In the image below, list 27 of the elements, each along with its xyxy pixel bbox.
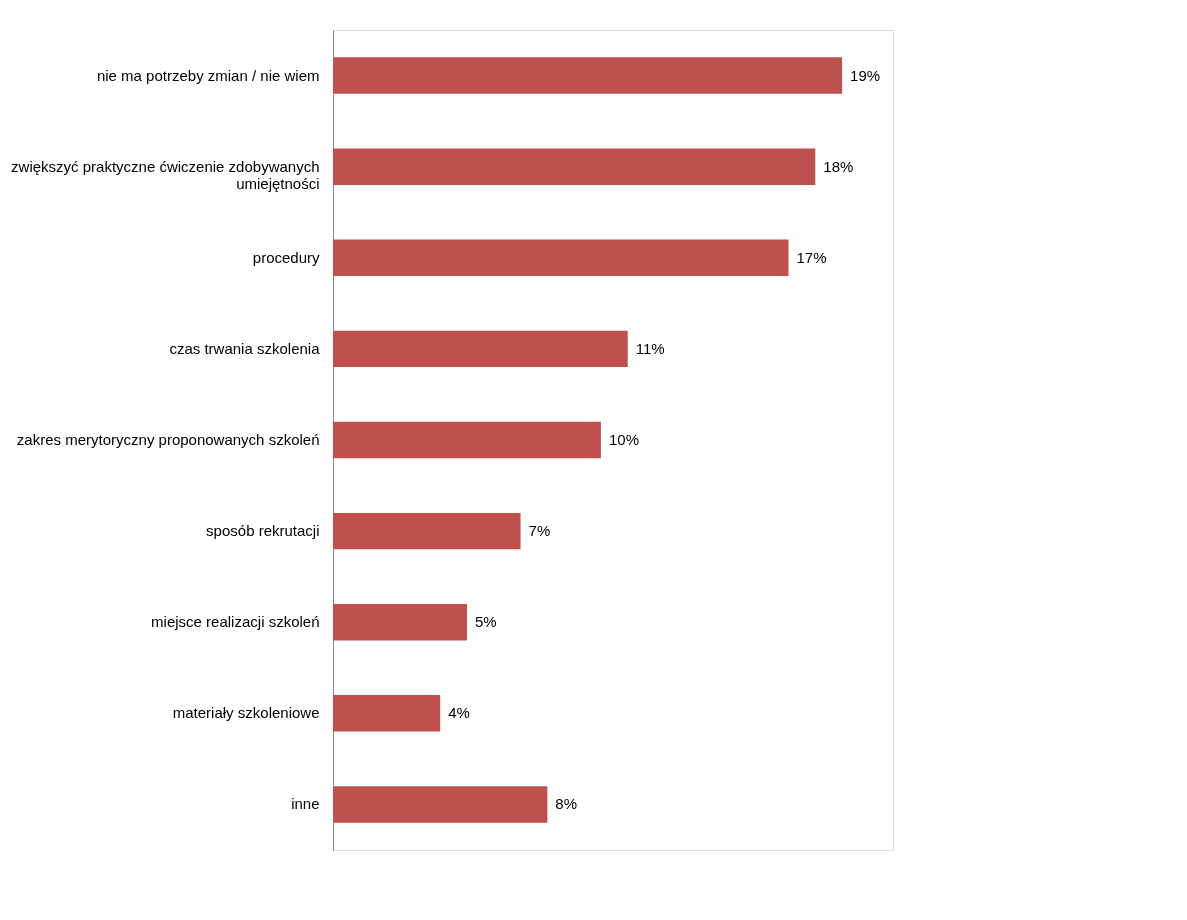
y-tick-label: zwiększyć praktyczne ćwiczenie zdobywanych umiejętności: [11, 157, 320, 192]
y-tick-label: nie ma potrzeby zmian / nie wiem: [96, 66, 320, 84]
data-label: 11%: [635, 339, 665, 357]
data-label: 5%: [474, 613, 497, 631]
data-label: 19%: [850, 66, 881, 84]
bar: [333, 421, 601, 459]
bar: [333, 512, 521, 550]
y-tick-label: zakres merytoryczny proponowanych szkoleń: [16, 431, 320, 448]
y-tick-label: procedury: [252, 248, 320, 266]
bar: [333, 57, 843, 94]
bar: [333, 695, 441, 732]
data-label: 7%: [528, 522, 551, 540]
bar: [333, 148, 816, 185]
bar: [333, 239, 789, 276]
data-label: 18%: [823, 157, 854, 175]
data-label: 17%: [796, 248, 827, 266]
bar: [333, 330, 628, 368]
bar: [333, 604, 467, 641]
y-tick-label: sposób rekrutacji: [206, 522, 320, 540]
data-label: 4%: [448, 704, 470, 722]
y-tick-label: czas trwania szkolenia: [169, 339, 321, 357]
data-label: 10%: [608, 431, 639, 448]
y-tick-label: miejsce realizacji szkoleń: [151, 613, 320, 631]
y-tick-label: inne: [291, 795, 320, 813]
data-label: 8%: [555, 795, 578, 813]
bar: [333, 786, 548, 823]
y-tick-label: materiały szkoleniowe: [172, 704, 320, 722]
